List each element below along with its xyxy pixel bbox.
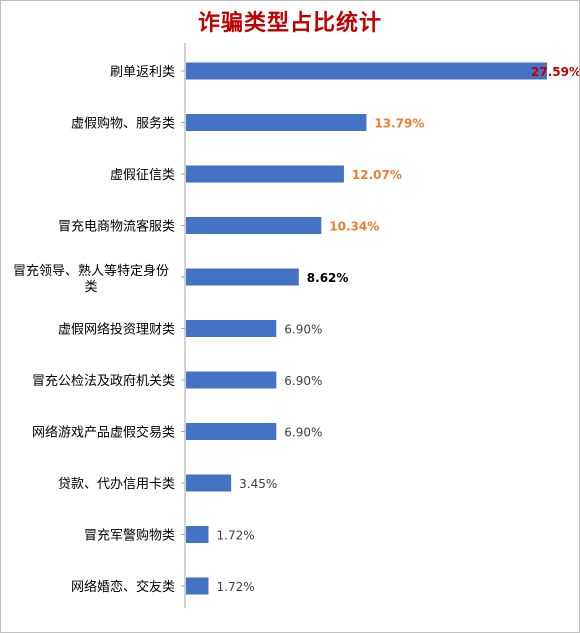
data-label: 1.72% — [217, 580, 255, 594]
bar — [186, 423, 277, 440]
data-label: 6.90% — [284, 323, 322, 337]
category-label: 冒充电商物流客服类 — [58, 219, 175, 235]
data-label: 6.90% — [284, 426, 322, 440]
category-label: 网络婚恋、交友类 — [71, 579, 175, 595]
data-label: 13.79% — [374, 117, 424, 131]
category-label: 网络游戏产品虚假交易类 — [32, 425, 175, 441]
bar — [186, 114, 367, 131]
data-label: 10.34% — [329, 220, 379, 234]
data-label: 6.90% — [284, 374, 322, 388]
category-label: 虚假网络投资理财类 — [58, 322, 175, 338]
category-label: 冒充领导、熟人等特定身份类 — [13, 263, 169, 295]
bar — [186, 474, 232, 492]
chart-title: 诈骗类型占比统计 — [197, 11, 382, 36]
data-label: 1.72% — [217, 529, 255, 543]
category-label: 虚假征信类 — [110, 168, 175, 183]
bar — [186, 165, 344, 183]
data-label: 12.07% — [352, 168, 402, 182]
bar — [186, 577, 209, 595]
bar — [186, 62, 547, 80]
category-label: 贷款、代办信用卡类 — [58, 477, 175, 492]
bar — [186, 320, 277, 337]
data-label: 27.59% — [531, 65, 579, 79]
bar — [186, 268, 299, 286]
data-label: 8.62% — [307, 271, 349, 285]
category-label: 虚假购物、服务类 — [71, 116, 175, 132]
category-label: 刷单返利类 — [110, 65, 175, 80]
bar — [186, 217, 322, 234]
bar — [186, 371, 277, 389]
category-label: 冒充军警购物类 — [84, 528, 175, 544]
category-label: 冒充公检法及政府机关类 — [32, 373, 175, 389]
data-label: 3.45% — [239, 477, 277, 491]
bar — [186, 526, 209, 543]
